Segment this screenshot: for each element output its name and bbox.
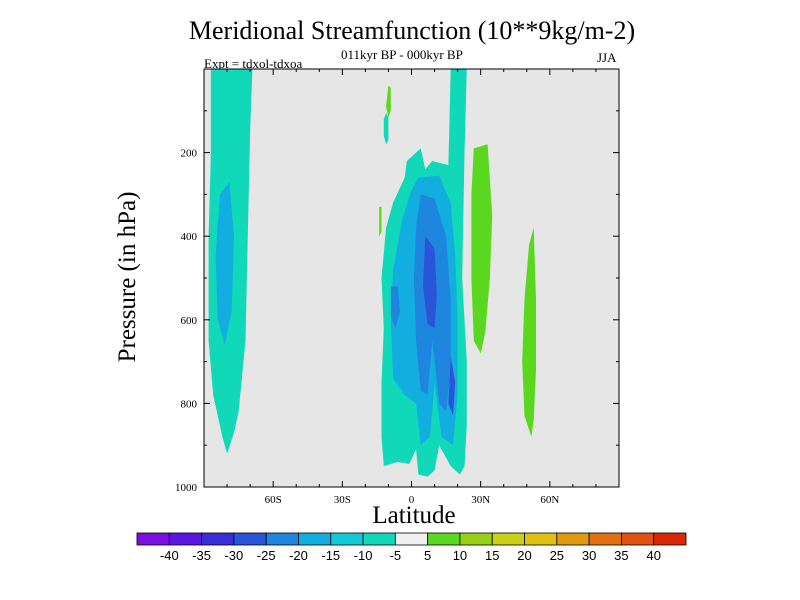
- nh-midlat-positive: [522, 227, 536, 437]
- colorbar-label: -5: [390, 548, 402, 563]
- x-tick-label: 60N: [540, 494, 559, 506]
- colorbar-swatch: [556, 532, 590, 546]
- colorbar-label: 10: [453, 548, 467, 563]
- plot-axes: 60S 30S 0 30N 60N 200 400 600 800 1000: [175, 68, 620, 506]
- colorbar-label: -15: [321, 548, 340, 563]
- colorbar-swatch: [653, 532, 687, 546]
- x-tick-label: 30N: [471, 494, 490, 506]
- colorbar-swatch: [394, 532, 429, 546]
- experiment-label: Expt = tdxol-tdxoa: [204, 56, 303, 71]
- tropical-core-lower: [448, 357, 456, 416]
- colorbar-label: -35: [192, 548, 211, 563]
- nh-subtropical-positive: [471, 144, 493, 354]
- chart-subtitle: 011kyr BP - 000kyr BP: [341, 47, 463, 62]
- colorbar-label: 40: [646, 548, 660, 563]
- colorbar-swatch: [621, 532, 655, 546]
- upper-positive-speck-b: [379, 206, 382, 237]
- upper-positive-speck-a: [386, 85, 391, 118]
- colorbar-swatch: [168, 532, 202, 546]
- colorbar-label: 35: [614, 548, 628, 563]
- season-label: JJA: [597, 50, 617, 65]
- contour-regions: [208, 69, 536, 477]
- x-axis-label: Latitude: [372, 502, 456, 529]
- tropical-south-lobe: [390, 286, 400, 329]
- x-tick-label: 60S: [265, 494, 282, 506]
- colorbar-label: 15: [485, 548, 499, 563]
- colorbar-label: -10: [354, 548, 373, 563]
- colorbar: -40 -35 -30 -25 -20 -15 -10 -5 5 10 15 20 25 30 35 40: [136, 532, 687, 563]
- colorbar-swatch: [362, 532, 396, 546]
- colorbar-swatch: [459, 532, 493, 546]
- y-tick-label: 600: [181, 315, 198, 327]
- y-tick-label: 400: [181, 231, 198, 243]
- colorbar-swatch: [491, 532, 525, 546]
- sh-high-lat-core: [215, 181, 234, 345]
- colorbar-swatch: [524, 532, 558, 546]
- colorbar-swatch: [265, 532, 299, 546]
- colorbar-label: -25: [257, 548, 276, 563]
- colorbar-swatch: [298, 532, 332, 546]
- colorbar-swatch: [588, 532, 622, 546]
- colorbar-swatch: [136, 532, 170, 546]
- colorbar-label: -40: [160, 548, 179, 563]
- colorbar-label: 20: [517, 548, 531, 563]
- tropical-core: [423, 236, 437, 329]
- colorbar-swatch: [427, 532, 461, 546]
- colorbar-swatch: [201, 532, 235, 546]
- colorbar-label: -30: [224, 548, 243, 563]
- chart-title: Meridional Streamfunction (10**9kg/m-2): [188, 16, 636, 45]
- colorbar-label: 5: [424, 548, 431, 563]
- colorbar-swatch: [330, 532, 364, 546]
- y-tick-label: 800: [181, 398, 198, 410]
- colorbar-label: -20: [289, 548, 308, 563]
- colorbar-swatch: [233, 532, 267, 546]
- colorbar-label: 25: [550, 548, 564, 563]
- tropical-upper-speck: [383, 112, 389, 145]
- y-tick-label: 200: [181, 148, 198, 160]
- y-tick-label: 1000: [175, 482, 198, 494]
- x-tick-label: 0: [409, 494, 415, 506]
- colorbar-label: 30: [582, 548, 596, 563]
- x-tick-label: 30S: [334, 494, 351, 506]
